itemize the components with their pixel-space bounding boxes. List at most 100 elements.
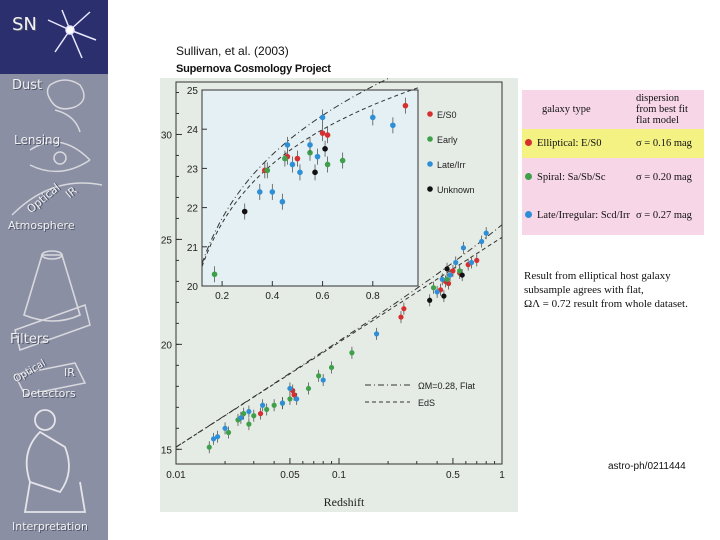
data-point	[225, 429, 232, 436]
inset-legend-label: Early	[437, 135, 458, 145]
data-point	[373, 331, 380, 337]
inset-eds-curve	[201, 87, 419, 267]
data-point	[479, 238, 485, 245]
lensing-icon	[29, 141, 91, 173]
inset-data-point	[279, 198, 286, 205]
inset-legend-label: Unknown	[437, 185, 475, 195]
x-tick-label: 0.1	[332, 470, 346, 481]
supernova-icon	[47, 9, 97, 59]
data-point	[294, 396, 300, 402]
data-point	[316, 373, 322, 379]
data-point	[241, 411, 247, 417]
sidebar-label-dust: Dust	[12, 78, 43, 93]
sigma-value: σ = 0.20 mag	[636, 171, 692, 183]
data-point	[427, 297, 433, 303]
inset-data-point	[319, 114, 326, 121]
data-point	[441, 293, 447, 299]
galaxy-type-cell: Elliptical: E/S0	[522, 129, 633, 158]
inset-y-tick-label: 23	[187, 164, 199, 175]
data-point	[439, 276, 445, 282]
data-point	[444, 276, 450, 282]
inset-legend-marker	[427, 186, 433, 192]
blue-dot-icon	[525, 211, 532, 219]
x-tick-label: 0.01	[166, 470, 186, 481]
inset-data-point	[284, 142, 291, 148]
data-point	[430, 285, 437, 291]
inset-data-point	[339, 157, 346, 164]
inset-y-tick-label: 25	[187, 86, 199, 97]
data-point	[349, 350, 355, 356]
inset-y-tick-label: 24	[187, 125, 199, 136]
sidebar-label-sn: SN	[12, 14, 37, 35]
dispersion-table: galaxy type dispersion from best fit fla…	[522, 90, 704, 235]
inset-x-tick-label: 0.4	[265, 291, 279, 302]
inset-legend-marker	[427, 111, 433, 117]
sigma-value: σ = 0.27 mag	[636, 210, 692, 222]
inset-data-point	[314, 153, 321, 160]
arxiv-reference: astro-ph/0211444	[608, 461, 686, 472]
data-point	[468, 259, 475, 266]
data-point	[483, 230, 489, 236]
inset-data-point	[312, 169, 318, 176]
data-point	[401, 306, 407, 312]
data-point	[291, 392, 297, 398]
inset-y-tick-label: 20	[187, 282, 199, 293]
galaxy-type-label: Late/Irregular: Scd/Irr	[537, 210, 630, 222]
inset-data-point	[324, 132, 331, 138]
data-point	[320, 377, 326, 383]
inset-data-point	[369, 114, 376, 121]
result-note-line-3: ΩΛ = 0.72 result from whole dataset.	[524, 298, 688, 310]
inset-data-point	[211, 271, 218, 278]
data-point	[460, 245, 467, 251]
inset-legend-label: E/S0	[437, 110, 457, 120]
data-point	[264, 406, 270, 413]
hubble-diagram-figure: 0.010.050.10.5115202530RedshiftEffective…	[146, 64, 518, 512]
dispersion-table-header: galaxy type dispersion from best fit fla…	[522, 90, 704, 130]
x-axis-label: Redshift	[324, 495, 365, 509]
figure-subtitle: Supernova Cosmology Project	[176, 63, 331, 75]
data-point	[305, 385, 312, 392]
data-point	[279, 400, 286, 406]
eds-model-curve	[175, 236, 503, 448]
dust-cloud-icon	[46, 79, 85, 133]
data-point	[444, 266, 450, 272]
data-point	[251, 413, 257, 419]
data-point	[206, 444, 212, 450]
inset-x-tick-label: 0.6	[316, 291, 330, 302]
sidebar-label-lensing: Lensing	[14, 133, 61, 147]
x-tick-label: 0.05	[280, 470, 300, 481]
data-point	[222, 425, 228, 431]
inset-frame	[201, 89, 419, 287]
data-point	[457, 268, 463, 274]
result-note-line-1: Result from elliptical host galaxy	[524, 270, 671, 282]
filter-icon	[14, 304, 91, 351]
data-point	[447, 272, 453, 278]
galaxy-type-label: Elliptical: E/S0	[537, 138, 602, 150]
sidebar-label-ir-2: IR	[64, 366, 75, 379]
citation-title: Sullivan, et al. (2003)	[176, 44, 289, 58]
data-point	[434, 289, 440, 295]
inset-x-tick-label: 0.8	[366, 291, 380, 302]
data-point	[246, 421, 252, 427]
inset-y-tick-label: 22	[187, 204, 199, 215]
y-tick-label: 30	[161, 130, 173, 141]
inset-data-point	[307, 142, 313, 148]
red-dot-icon	[525, 139, 532, 147]
data-point	[450, 268, 456, 274]
sidebar-label-interpretation: Interpretation	[12, 520, 88, 533]
data-point	[215, 434, 221, 440]
sidebar-label-atmosphere: Atmosphere	[8, 219, 75, 232]
atmosphere-icon	[11, 182, 103, 216]
data-point	[287, 396, 293, 402]
data-point	[260, 402, 266, 408]
inset-legend-marker	[427, 161, 433, 167]
inset-flat-curve	[201, 64, 419, 264]
legend-label: ΩM=0.28, Flat	[418, 381, 476, 391]
result-note: Result from elliptical host galaxy subsa…	[524, 269, 714, 311]
y-tick-label: 20	[161, 340, 173, 351]
inset-data-point	[269, 189, 276, 195]
hubble-diagram-chart: 0.010.050.10.5115202530RedshiftEffective…	[146, 64, 518, 512]
inset-x-tick-label: 0.2	[215, 291, 229, 302]
data-point	[246, 408, 252, 415]
x-tick-label: 0.5	[446, 470, 460, 481]
